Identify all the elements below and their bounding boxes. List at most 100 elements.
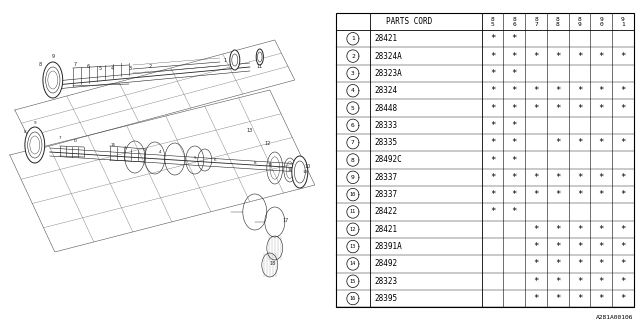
Text: *: * bbox=[511, 207, 517, 216]
Text: *: * bbox=[533, 242, 539, 251]
Text: *: * bbox=[555, 225, 561, 234]
Text: *: * bbox=[511, 190, 517, 199]
Text: 28391A: 28391A bbox=[374, 242, 403, 251]
Text: *: * bbox=[511, 121, 517, 130]
Text: *: * bbox=[598, 52, 604, 60]
Text: *: * bbox=[533, 104, 539, 113]
Text: D: D bbox=[73, 139, 76, 143]
Text: *: * bbox=[511, 86, 517, 95]
Text: 6: 6 bbox=[513, 22, 516, 28]
Text: 8: 8 bbox=[513, 17, 516, 22]
Text: 28421: 28421 bbox=[374, 34, 397, 43]
Text: *: * bbox=[577, 277, 582, 286]
Text: *: * bbox=[577, 294, 582, 303]
Text: 10: 10 bbox=[305, 164, 311, 169]
Text: *: * bbox=[511, 52, 517, 60]
Text: *: * bbox=[555, 242, 561, 251]
Text: *: * bbox=[598, 190, 604, 199]
Text: *: * bbox=[490, 104, 495, 113]
Text: 2: 2 bbox=[351, 53, 355, 59]
Text: *: * bbox=[533, 294, 539, 303]
Text: *: * bbox=[533, 225, 539, 234]
Text: 28333: 28333 bbox=[374, 121, 397, 130]
Text: *: * bbox=[577, 86, 582, 95]
Text: 8: 8 bbox=[556, 22, 559, 28]
Text: 12: 12 bbox=[349, 227, 356, 232]
Text: 6: 6 bbox=[214, 158, 216, 162]
Text: *: * bbox=[577, 242, 582, 251]
Text: *: * bbox=[490, 69, 495, 78]
Text: *: * bbox=[533, 173, 539, 182]
Text: *: * bbox=[620, 294, 626, 303]
Text: *: * bbox=[577, 104, 582, 113]
Text: *: * bbox=[490, 52, 495, 60]
Text: 1: 1 bbox=[621, 22, 625, 28]
Text: 3: 3 bbox=[351, 71, 355, 76]
Text: 9: 9 bbox=[577, 22, 581, 28]
Text: 28323: 28323 bbox=[374, 277, 397, 286]
Text: PARTS CORD: PARTS CORD bbox=[386, 17, 432, 26]
Text: *: * bbox=[533, 86, 539, 95]
Text: 9: 9 bbox=[621, 17, 625, 22]
Text: 28337: 28337 bbox=[374, 173, 397, 182]
Text: 9: 9 bbox=[33, 121, 36, 125]
Text: 10: 10 bbox=[349, 192, 356, 197]
Text: *: * bbox=[555, 138, 561, 147]
Text: 28337: 28337 bbox=[374, 190, 397, 199]
Text: 8: 8 bbox=[534, 17, 538, 22]
Text: *: * bbox=[490, 173, 495, 182]
Text: *: * bbox=[490, 207, 495, 216]
Text: 5: 5 bbox=[193, 156, 196, 160]
Text: 8: 8 bbox=[491, 17, 495, 22]
Text: *: * bbox=[577, 190, 582, 199]
Text: *: * bbox=[555, 86, 561, 95]
Text: *: * bbox=[577, 138, 582, 147]
Text: *: * bbox=[620, 242, 626, 251]
Text: 28324A: 28324A bbox=[374, 52, 403, 60]
Text: *: * bbox=[511, 34, 517, 43]
Ellipse shape bbox=[230, 50, 240, 70]
Text: 13: 13 bbox=[247, 128, 253, 133]
Ellipse shape bbox=[25, 127, 45, 163]
Text: 9: 9 bbox=[351, 175, 355, 180]
Text: 7: 7 bbox=[351, 140, 355, 145]
Text: *: * bbox=[598, 138, 604, 147]
Text: *: * bbox=[577, 52, 582, 60]
Text: *: * bbox=[577, 173, 582, 182]
Text: *: * bbox=[620, 86, 626, 95]
Text: 2: 2 bbox=[148, 65, 152, 69]
Text: *: * bbox=[598, 277, 604, 286]
Text: 28324: 28324 bbox=[374, 86, 397, 95]
Text: *: * bbox=[490, 190, 495, 199]
Text: *: * bbox=[598, 104, 604, 113]
Text: *: * bbox=[555, 190, 561, 199]
Ellipse shape bbox=[256, 49, 264, 65]
Text: 7: 7 bbox=[73, 62, 76, 68]
Text: *: * bbox=[598, 260, 604, 268]
Text: 2: 2 bbox=[143, 148, 146, 152]
Text: 28395: 28395 bbox=[374, 294, 397, 303]
Text: A281A00106: A281A00106 bbox=[596, 315, 634, 320]
Text: 3: 3 bbox=[124, 146, 126, 150]
Text: 8: 8 bbox=[38, 62, 42, 68]
Text: *: * bbox=[555, 260, 561, 268]
Text: *: * bbox=[598, 294, 604, 303]
Text: *: * bbox=[577, 260, 582, 268]
Text: 8: 8 bbox=[577, 17, 581, 22]
Text: *: * bbox=[511, 138, 517, 147]
Text: 4: 4 bbox=[351, 88, 355, 93]
Text: 10: 10 bbox=[302, 170, 307, 174]
Text: 28448: 28448 bbox=[374, 104, 397, 113]
Text: 1: 1 bbox=[351, 36, 355, 41]
Text: 4: 4 bbox=[111, 66, 115, 70]
Text: *: * bbox=[511, 173, 517, 182]
Text: *: * bbox=[598, 173, 604, 182]
Text: 5: 5 bbox=[491, 22, 495, 28]
Text: 8: 8 bbox=[253, 161, 256, 165]
Text: 5: 5 bbox=[98, 66, 101, 70]
Text: *: * bbox=[533, 190, 539, 199]
Text: *: * bbox=[490, 121, 495, 130]
Text: *: * bbox=[620, 173, 626, 182]
Text: 11: 11 bbox=[349, 210, 356, 214]
Text: 28323A: 28323A bbox=[374, 69, 403, 78]
